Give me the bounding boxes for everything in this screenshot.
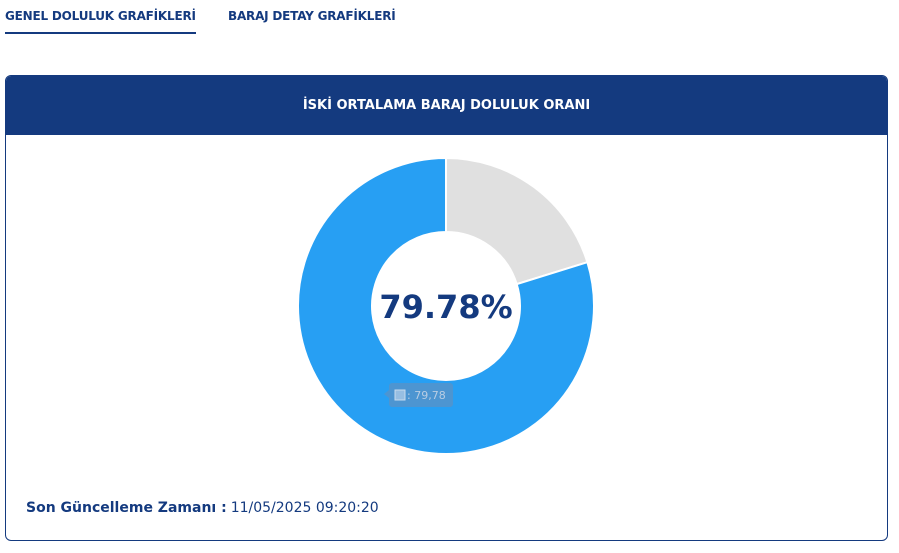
center-label: 79.78% (379, 288, 512, 326)
footer-label: Son Güncelleme Zamanı : (26, 500, 227, 516)
donut-segment (445, 156, 589, 286)
tab[interactable]: BARAJ DETAY GRAFİKLERİ (228, 9, 396, 23)
donut-segment (297, 156, 595, 455)
footer-value: 11/05/2025 09:20:20 (230, 500, 379, 516)
tab[interactable]: GENEL DOLULUK GRAFİKLERİ (5, 9, 196, 34)
chart: 79.78% : 79,78 (297, 156, 595, 455)
chart-title: İSKİ ORTALAMA BARAJ DOLULUK ORANI (6, 76, 887, 135)
tooltip-label: : 79,78 (407, 389, 446, 402)
tooltip-swatch (394, 389, 406, 401)
card: İSKİ ORTALAMA BARAJ DOLULUK ORANI 79.78%… (5, 75, 888, 541)
footer: Son Güncelleme Zamanı :11/05/2025 09:20:… (26, 500, 379, 516)
tooltip (384, 383, 453, 407)
